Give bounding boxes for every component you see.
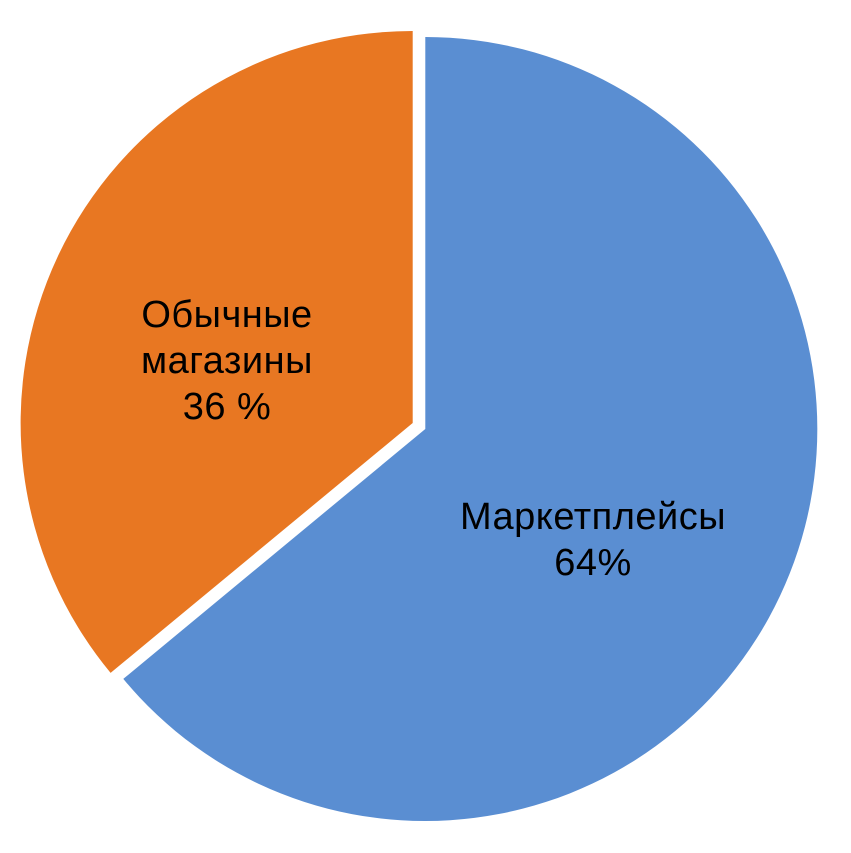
pie-slice-marketplaces — [123, 37, 818, 822]
pie-slice-regular-stores — [20, 30, 413, 673]
